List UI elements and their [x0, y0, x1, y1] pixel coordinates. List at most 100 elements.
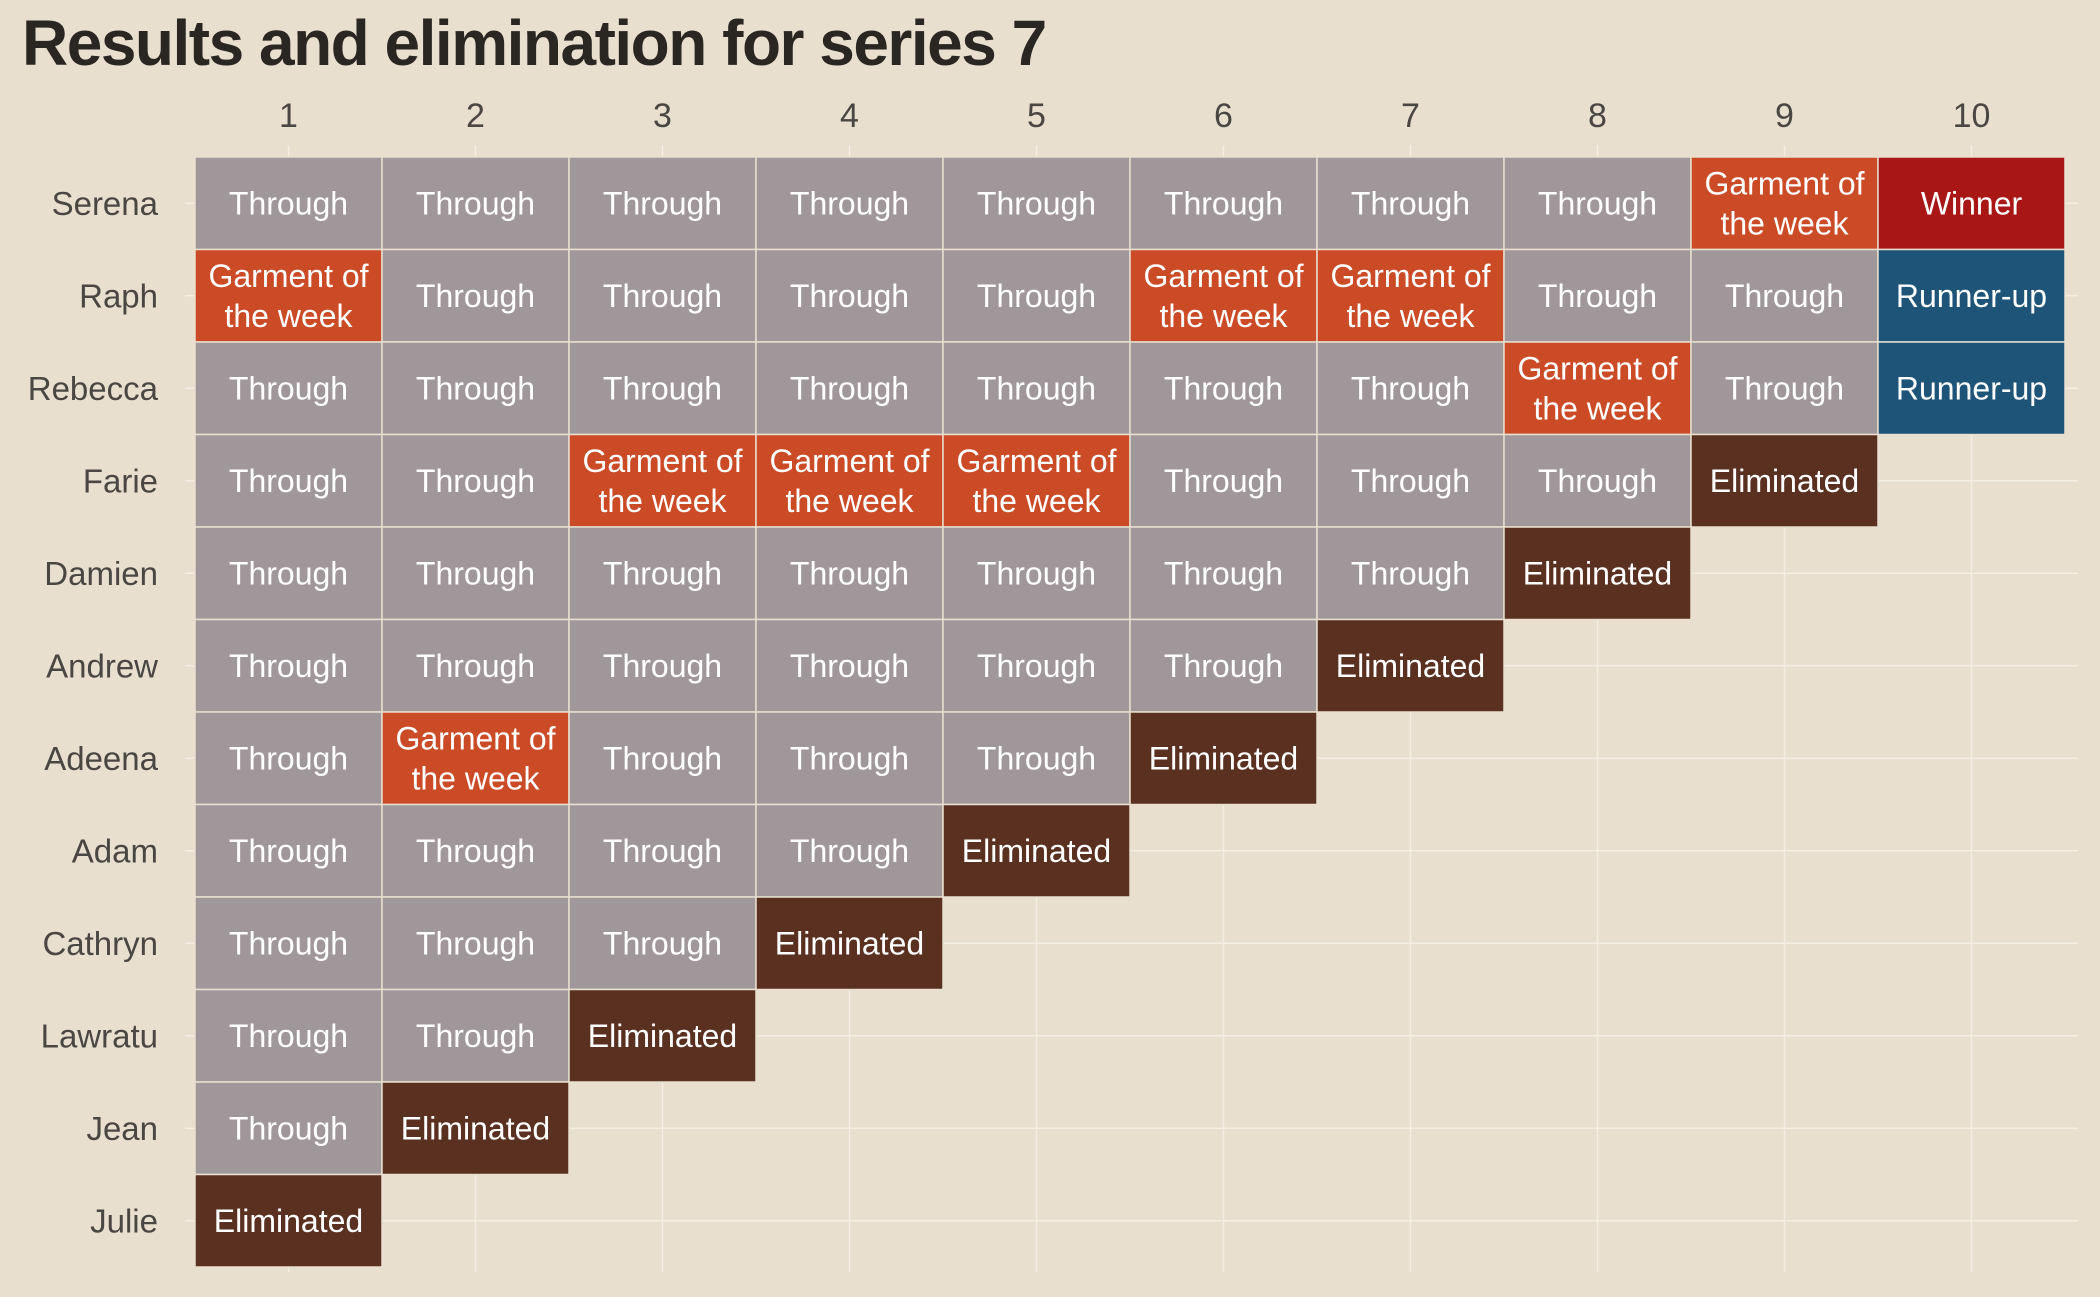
result-cell: Through: [568, 711, 757, 806]
cell-label: Through: [229, 1110, 348, 1146]
cell-through: [1316, 433, 1505, 528]
result-cell: Through: [568, 618, 757, 713]
cell-label: Through: [603, 833, 722, 869]
result-cell: Eliminated: [1690, 433, 1879, 528]
result-cell: Through: [194, 341, 383, 436]
cell-label: Through: [1164, 463, 1283, 499]
result-cell: Winner: [1877, 156, 2066, 251]
cell-eliminated: [1316, 618, 1505, 713]
result-cell: Through: [194, 433, 383, 528]
cell-through: [942, 526, 1131, 621]
result-cell: Eliminated: [1129, 711, 1318, 806]
cell-label: Through: [603, 185, 722, 221]
cell-eliminated: [568, 988, 757, 1083]
cell-label: Eliminated: [962, 833, 1111, 869]
cell-label: Through: [790, 370, 909, 406]
result-cell: Through: [381, 526, 570, 621]
cell-label: Through: [229, 833, 348, 869]
cell-label: Through: [416, 833, 535, 869]
result-cell: Eliminated: [942, 803, 1131, 898]
cell-through: [381, 988, 570, 1083]
result-cell: Through: [755, 711, 944, 806]
cell-label: Through: [1164, 555, 1283, 591]
column-labels: 1 2 3 4 5 6 7 8 9 10: [279, 97, 1990, 135]
cell-label: Through: [603, 278, 722, 314]
result-cell: Through: [1129, 341, 1318, 436]
cell-label: Runner-up: [1896, 370, 2047, 406]
cell-through: [194, 156, 383, 251]
row-label-raph: Raph: [79, 277, 158, 314]
result-cell: Through: [194, 896, 383, 991]
result-cell: Through: [568, 803, 757, 898]
cell-label: Through: [229, 555, 348, 591]
column-label-4: 4: [840, 97, 859, 135]
cell-label: Through: [1164, 370, 1283, 406]
row-label-serena: Serena: [52, 185, 159, 222]
cell-label: Eliminated: [1336, 648, 1485, 684]
cell-through: [381, 433, 570, 528]
result-cell: Garment of the week: [755, 433, 944, 528]
cell-label: Through: [603, 370, 722, 406]
result-cell: Through: [942, 341, 1131, 436]
result-cell: Through: [1129, 526, 1318, 621]
cell-through: [755, 711, 944, 806]
cell-label: Eliminated: [214, 1203, 363, 1239]
cell-label: Through: [416, 925, 535, 961]
result-cell: Eliminated: [381, 1081, 570, 1176]
cell-through: [755, 341, 944, 436]
cell-label: Garment of the week: [582, 443, 742, 519]
cell-through: [381, 803, 570, 898]
row-label-adam: Adam: [72, 832, 158, 869]
cell-eliminated: [1129, 711, 1318, 806]
cell-label: Through: [977, 370, 1096, 406]
result-cell: Through: [1129, 433, 1318, 528]
result-cells: Through Through Through Through Through Throu…: [194, 156, 2066, 1268]
result-cell: Through: [381, 156, 570, 251]
cell-through: [1503, 433, 1692, 528]
result-cell: Garment of the week: [194, 248, 383, 343]
cell-garment-of-the-week: [1503, 341, 1692, 436]
result-cell: Through: [568, 156, 757, 251]
cell-through: [568, 803, 757, 898]
cell-through: [568, 711, 757, 806]
cell-label: Through: [603, 925, 722, 961]
cell-through: [568, 156, 757, 251]
result-cell: Garment of the week: [1316, 248, 1505, 343]
row-label-andrew: Andrew: [46, 647, 158, 684]
cell-label: Through: [603, 648, 722, 684]
result-cell: Through: [194, 803, 383, 898]
cell-label: Garment of the week: [1704, 165, 1864, 241]
result-cell: Through: [942, 248, 1131, 343]
cell-through: [1690, 248, 1879, 343]
result-cell: Garment of the week: [1129, 248, 1318, 343]
cell-through: [1129, 156, 1318, 251]
result-cell: Eliminated: [1316, 618, 1505, 713]
cell-label: Through: [790, 278, 909, 314]
cell-through: [568, 341, 757, 436]
result-cell: Through: [381, 988, 570, 1083]
cell-through: [1316, 156, 1505, 251]
result-cell: Through: [194, 988, 383, 1083]
cell-garment-of-the-week: [194, 248, 383, 343]
cell-through: [942, 341, 1131, 436]
result-cell: Through: [1503, 433, 1692, 528]
cell-through: [942, 156, 1131, 251]
cell-runner-up: [1877, 341, 2066, 436]
cell-label: Eliminated: [1149, 740, 1298, 776]
cell-label: Eliminated: [401, 1110, 550, 1146]
result-cell: Through: [942, 711, 1131, 806]
cell-label: Through: [416, 278, 535, 314]
row-label-jean: Jean: [86, 1110, 158, 1147]
result-cell: Through: [942, 526, 1131, 621]
cell-through: [755, 803, 944, 898]
cell-garment-of-the-week: [1316, 248, 1505, 343]
cell-through: [381, 248, 570, 343]
cell-label: Through: [977, 555, 1096, 591]
result-cell: Through: [568, 526, 757, 621]
result-cell: Through: [194, 526, 383, 621]
result-cell: Through: [381, 896, 570, 991]
cell-label: Through: [1351, 370, 1470, 406]
result-cell: Through: [381, 618, 570, 713]
cell-through: [1129, 433, 1318, 528]
